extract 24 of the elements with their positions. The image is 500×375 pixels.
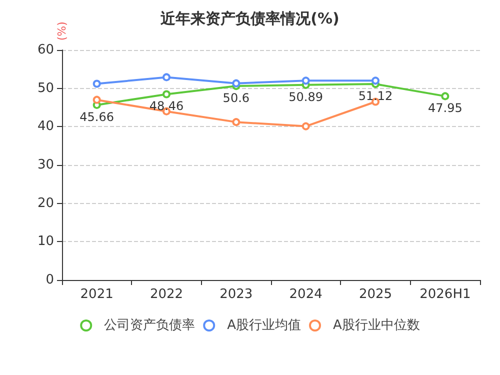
- data-label: 45.66: [80, 110, 114, 124]
- x-tick-label: 2022: [150, 287, 184, 302]
- data-label: 50.89: [288, 90, 324, 104]
- y-tick-label: 30: [37, 158, 54, 172]
- chart-title: 近年来资产负债率情况(%): [160, 10, 340, 28]
- y-tick-label: 40: [37, 119, 54, 134]
- data-label: 47.95: [428, 101, 462, 116]
- y-tick-label: 50: [37, 80, 54, 96]
- x-tick-label: 2026H1: [420, 287, 471, 302]
- y-tick-label: 10: [37, 234, 54, 250]
- data-label: 50.6: [222, 91, 250, 106]
- x-tick-label: 2023: [220, 287, 253, 302]
- legend-label: A股行业中位数: [333, 318, 420, 333]
- data-label: 48.46: [149, 99, 184, 114]
- y-axis-title: (%): [56, 22, 68, 41]
- x-tick-label: 2024: [289, 287, 322, 302]
- y-tick-label: 0: [46, 272, 54, 288]
- x-tick-label: 2025: [358, 287, 392, 302]
- y-tick-label: 60: [37, 42, 54, 58]
- x-tick-label: 2021: [80, 287, 114, 302]
- y-tick-label: 20: [37, 196, 54, 211]
- data-label: 51.12: [358, 89, 393, 104]
- legend-label: A股行业均值: [227, 318, 302, 333]
- legend-label: 公司资产负债率: [104, 317, 196, 333]
